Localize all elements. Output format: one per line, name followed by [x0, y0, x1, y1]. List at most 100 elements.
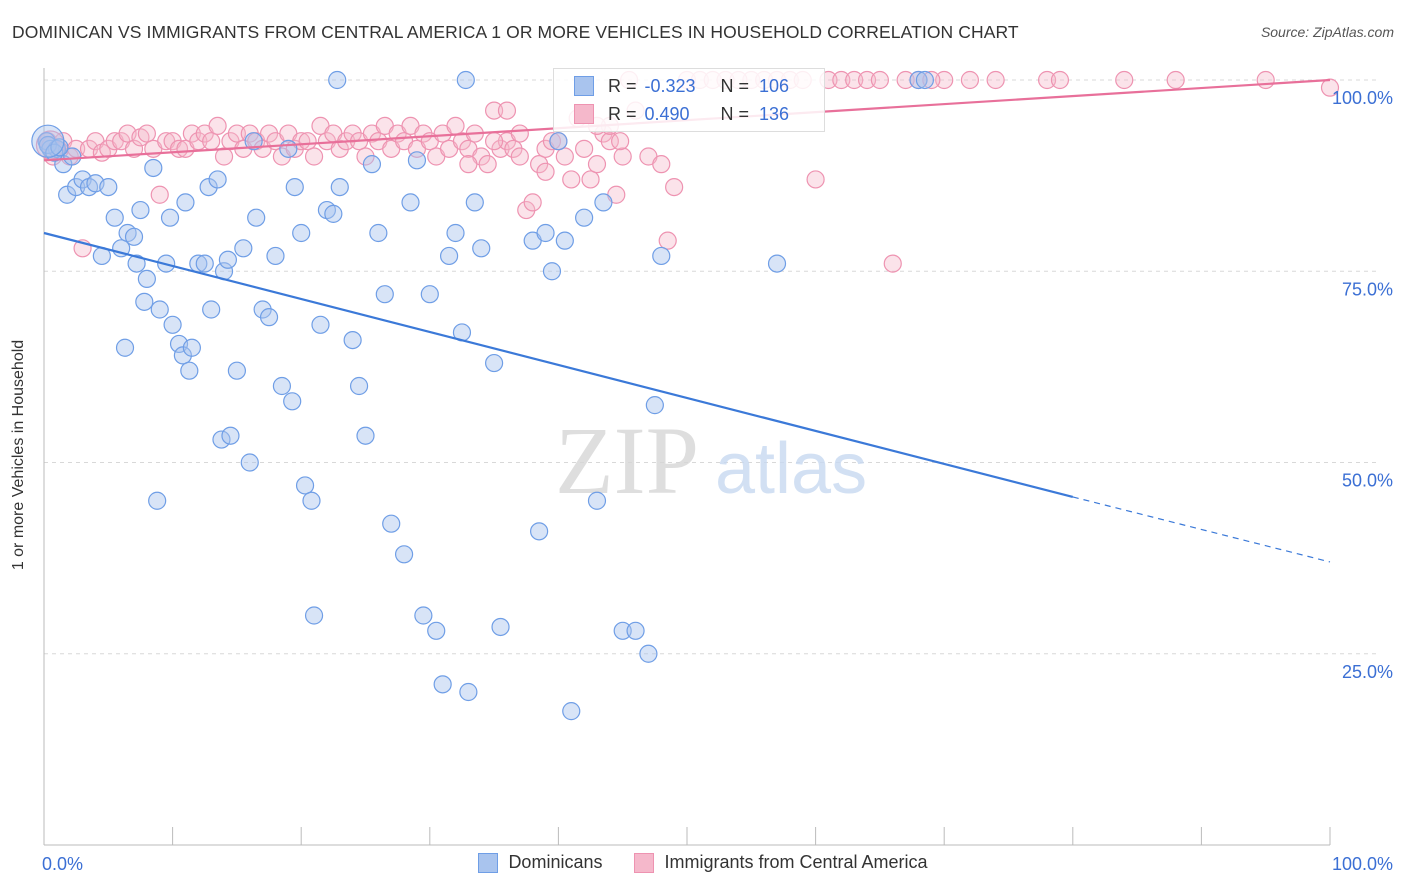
trend-line-dominicans — [43, 231, 1074, 498]
point-central-america — [446, 116, 465, 136]
y-tick-label: 75.0% — [1342, 279, 1393, 299]
point-dominicans — [131, 200, 150, 220]
point-dominicans — [613, 621, 632, 640]
point-dominicans — [456, 70, 475, 90]
point-central-america — [202, 132, 221, 151]
point-central-america — [986, 70, 1005, 90]
chart-title: DOMINICAN VS IMMIGRANTS FROM CENTRAL AME… — [12, 22, 1019, 42]
legend-r-value: -0.323 — [644, 75, 696, 96]
y-axis-label: 1 or more Vehicles in Household — [10, 339, 27, 571]
point-dominicans — [182, 338, 201, 357]
series-legend: Dominicans Immigrants from Central Ameri… — [0, 852, 1406, 873]
point-dominicans — [394, 545, 414, 564]
y-tick-label: 100.0% — [1332, 88, 1393, 108]
source-label: Source: ZipAtlas.com — [1260, 24, 1394, 40]
x-tick-label: 0.0% — [42, 854, 83, 874]
point-central-america — [806, 170, 825, 189]
point-central-america — [1037, 70, 1057, 90]
point-central-america — [935, 70, 954, 90]
point-dominicans — [369, 223, 388, 243]
point-dominicans — [639, 644, 658, 663]
point-dominicans — [356, 426, 375, 445]
axis-layer — [43, 68, 1331, 846]
point-dominicans — [575, 208, 594, 227]
point-central-america — [497, 101, 517, 120]
point-central-america — [510, 124, 529, 143]
legend-row-central-america: R = 0.490 N = 136 — [574, 102, 789, 126]
point-central-america — [485, 132, 504, 151]
point-central-america — [652, 155, 671, 174]
point-dominicans — [485, 353, 504, 373]
watermark: ZIP atlas — [555, 407, 867, 514]
point-dominicans — [283, 392, 302, 411]
point-dominicans — [160, 208, 180, 227]
point-central-america — [1166, 70, 1185, 90]
point-central-america — [208, 116, 227, 136]
point-central-america — [896, 70, 915, 90]
point-dominicans — [349, 376, 369, 396]
point-dominicans — [362, 155, 382, 174]
point-central-america — [298, 132, 317, 151]
point-dominicans — [343, 331, 362, 350]
point-dominicans — [439, 246, 459, 266]
legend-n-label: N = — [720, 103, 750, 124]
point-central-america — [611, 132, 630, 151]
point-dominicans — [594, 193, 613, 212]
point-dominicans — [375, 285, 394, 304]
point-dominicans — [218, 250, 237, 269]
point-dominicans — [221, 426, 240, 445]
point-dominicans — [465, 193, 484, 212]
point-central-america — [883, 254, 902, 273]
point-dominicans — [227, 361, 246, 380]
point-central-america — [478, 155, 497, 174]
point-dominicans — [414, 606, 433, 625]
tick-labels: 25.0% 50.0% 75.0% 100.0% 0.0% 100.0% — [42, 88, 1393, 874]
point-dominicans — [915, 70, 935, 90]
point-dominicans — [135, 292, 154, 311]
legend-item-dominicans[interactable]: Dominicans — [478, 852, 602, 873]
point-dominicans — [163, 315, 182, 334]
point-dominicans — [311, 315, 330, 334]
point-dominicans — [562, 702, 581, 721]
point-dominicans — [105, 208, 124, 227]
point-central-america — [536, 162, 555, 181]
series-dominicans-points — [31, 70, 935, 721]
point-central-america — [581, 170, 600, 189]
point-dominicans — [208, 170, 227, 189]
legend-swatch-pink — [574, 104, 594, 124]
point-central-america — [485, 101, 504, 120]
point-central-america — [137, 124, 156, 143]
point-central-america — [922, 70, 941, 90]
point-dominicans — [530, 522, 549, 541]
y-tick-label: 50.0% — [1342, 471, 1393, 491]
point-central-america — [555, 147, 574, 166]
point-dominicans — [148, 491, 167, 510]
point-dominicans — [212, 430, 231, 449]
legend-swatch-blue — [478, 852, 499, 873]
legend-swatch-pink — [634, 852, 655, 873]
trend-line-dominicans-extrapolated — [1072, 496, 1331, 563]
point-dominicans — [587, 491, 607, 510]
point-dominicans — [420, 285, 439, 304]
legend-row-dominicans: R = -0.323 N = 106 — [574, 74, 789, 98]
point-dominicans — [234, 239, 253, 258]
point-dominicans — [472, 239, 491, 258]
point-central-america — [510, 147, 529, 166]
point-dominicans — [626, 621, 645, 640]
point-central-america — [227, 124, 246, 143]
point-central-america — [613, 147, 632, 166]
point-dominicans — [176, 193, 195, 212]
point-dominicans — [195, 254, 214, 273]
point-dominicans — [491, 617, 510, 637]
point-central-america — [459, 155, 478, 174]
point-central-america — [150, 185, 169, 204]
legend-n-value: 106 — [759, 75, 790, 96]
point-dominicans — [302, 491, 321, 510]
point-dominicans — [259, 308, 279, 327]
legend-item-central-america[interactable]: Immigrants from Central America — [634, 852, 928, 873]
point-dominicans — [63, 147, 82, 166]
point-dominicans — [180, 361, 199, 380]
point-dominicans — [124, 227, 144, 246]
point-central-america — [124, 139, 144, 158]
